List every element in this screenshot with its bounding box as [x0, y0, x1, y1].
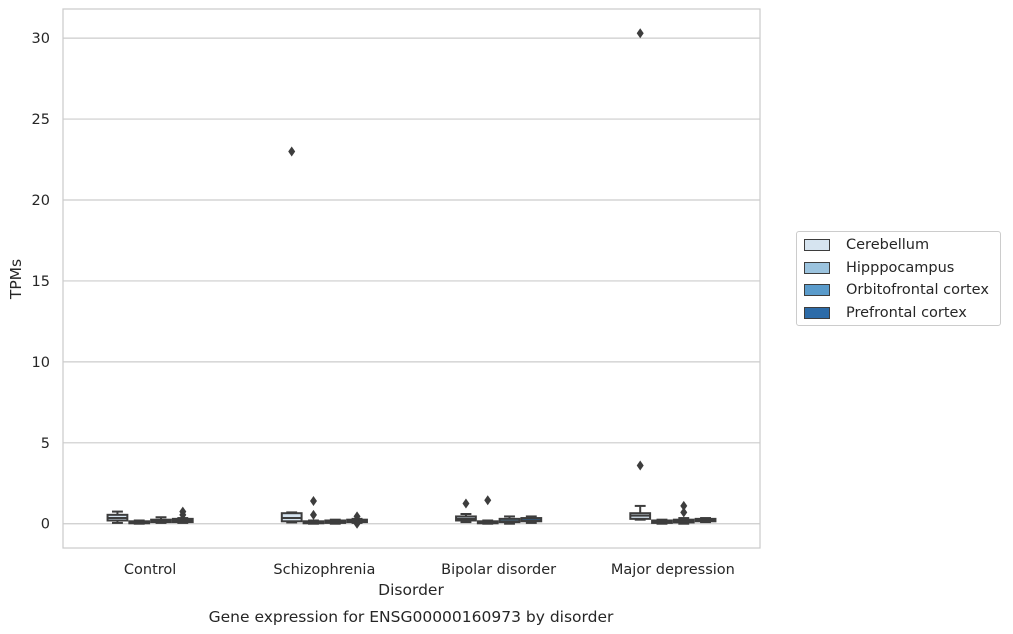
- y-tick-label: 25: [32, 112, 50, 128]
- outlier-point: [288, 146, 296, 157]
- x-tick-label: Major depression: [611, 562, 735, 578]
- box-0-3: [629, 28, 652, 521]
- legend-item-cerebellum: Cerebellum: [804, 236, 929, 254]
- x-tick-label: Control: [124, 562, 176, 578]
- y-tick-label: 30: [32, 31, 50, 47]
- outlier-point: [309, 496, 317, 507]
- outlier-point: [680, 500, 688, 511]
- box-1-1: [302, 496, 325, 525]
- y-tick-labels: 0 5 10 15 20 25 30: [32, 31, 50, 533]
- box-1-3: [651, 518, 673, 525]
- y-tick-label: 0: [41, 517, 50, 533]
- legend-swatch-prefrontal: [804, 307, 830, 319]
- legend-label: Hipppocampus: [846, 260, 955, 276]
- legend-item-hippocampus: Hipppocampus: [804, 259, 954, 277]
- legend-label: Orbitofrontal cortex: [846, 282, 989, 298]
- outlier-point: [179, 506, 187, 517]
- outlier-point: [680, 507, 688, 518]
- outlier-point: [353, 518, 361, 529]
- outlier-point: [636, 28, 644, 39]
- y-tick-label: 15: [32, 274, 50, 290]
- outlier-point: [484, 495, 492, 506]
- box-2-3: [672, 500, 695, 525]
- legend-swatch-cerebellum: [804, 239, 830, 251]
- box-3-0: [171, 506, 194, 524]
- x-tick-labels: Control Schizophrenia Bipolar disorder Majo…: [124, 562, 735, 578]
- legend-label: Prefrontal cortex: [846, 305, 967, 321]
- grid-lines: [63, 37, 760, 525]
- plot-frame: [62, 8, 761, 549]
- legend-item-prefrontal: Prefrontal cortex: [804, 304, 967, 322]
- box-1-0: [128, 519, 151, 525]
- box-2-1: [324, 518, 347, 525]
- outlier-point: [636, 460, 644, 471]
- x-tick-label: Schizophrenia: [273, 562, 375, 578]
- legend-swatch-orbitofrontal: [804, 284, 830, 296]
- outlier-point: [353, 511, 361, 522]
- legend-item-orbitofrontal: Orbitofrontal cortex: [804, 281, 989, 299]
- y-axis-label: TPMs: [7, 259, 25, 300]
- box-3-3: [694, 517, 717, 524]
- legend: Cerebellum Hipppocampus Orbitofrontal co…: [796, 231, 1001, 326]
- legend-swatch-hippocampus: [804, 262, 830, 274]
- y-tick-label: 20: [32, 193, 50, 209]
- box-0-0: [106, 510, 129, 524]
- outlier-point: [462, 498, 470, 509]
- box-3-2: [520, 515, 543, 524]
- y-tick-label: 5: [41, 436, 50, 452]
- outlier-point: [309, 509, 317, 520]
- x-axis-label: Disorder: [378, 581, 444, 599]
- box-3-1: [346, 511, 368, 529]
- legend-label: Cerebellum: [846, 237, 930, 253]
- box-1-2: [476, 495, 499, 525]
- x-tick-label: Bipolar disorder: [441, 562, 556, 578]
- box-2-0: [150, 516, 172, 524]
- box-0-2: [455, 498, 477, 524]
- box-0-1: [280, 146, 303, 524]
- y-tick-label: 10: [32, 355, 50, 371]
- box-2-2: [498, 515, 521, 525]
- box-group: [106, 28, 717, 529]
- chart-title: Gene expression for ENSG00000160973 by d…: [209, 608, 614, 626]
